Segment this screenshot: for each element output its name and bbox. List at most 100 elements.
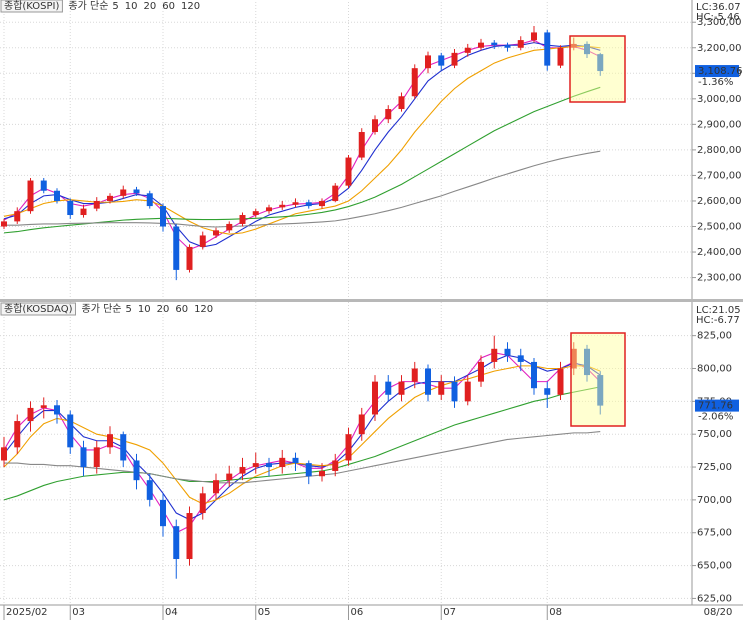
- y-tick-label: 2,600,00: [697, 196, 742, 207]
- legend-entry: 60: [175, 304, 188, 315]
- ma-line: [3, 45, 601, 235]
- candle-body: [597, 375, 604, 406]
- legend-entry: 20: [157, 304, 170, 315]
- legend-box: [0, 0, 63, 13]
- candle-body: [305, 463, 312, 477]
- candle-body: [319, 470, 325, 477]
- candle-body: [570, 43, 577, 48]
- panel-title: 종합(KOSPI): [4, 0, 60, 12]
- candle-body: [93, 447, 100, 468]
- candle-body: [478, 361, 484, 382]
- candle-body: [80, 447, 87, 468]
- candle-body: [531, 32, 537, 41]
- candle-body: [213, 480, 219, 494]
- legend-entry: 5: [125, 304, 131, 315]
- candle-body: [570, 348, 577, 369]
- candle-body: [292, 202, 299, 205]
- candle-body: [517, 355, 524, 362]
- candle-body: [557, 368, 564, 395]
- candle-body: [120, 189, 127, 196]
- x-tick-label: 05: [258, 607, 271, 618]
- y-tick-label: 800,00: [697, 363, 732, 374]
- candle-body: [133, 189, 140, 194]
- date-label: 08/20: [704, 607, 733, 618]
- candle-body: [597, 54, 604, 72]
- y-tick-label: 2,400,00: [697, 247, 742, 258]
- candle-body: [239, 467, 246, 474]
- x-tick-label: 08: [549, 607, 562, 618]
- candle-body: [332, 460, 339, 471]
- candle-body: [107, 195, 113, 201]
- panel-separator: [0, 299, 743, 302]
- candle-body: [531, 361, 537, 389]
- candle-body: [107, 434, 113, 448]
- panel-title: 종합(KOSDAQ): [4, 303, 73, 315]
- candle-body: [557, 47, 564, 66]
- candle-body: [292, 457, 299, 464]
- ma-line: [3, 386, 601, 501]
- candle-body: [120, 434, 127, 461]
- candle-body: [93, 200, 100, 209]
- candle-body: [213, 230, 219, 236]
- price-tag-label: 771.76: [698, 401, 733, 412]
- change-label: -2.06%: [698, 412, 733, 423]
- candle-body: [464, 47, 471, 53]
- y-tick-label: 625,00: [697, 593, 732, 604]
- candle-body: [332, 185, 339, 201]
- legend-entry: 120: [181, 1, 200, 12]
- y-tick-label: 650,00: [697, 561, 732, 572]
- candle-body: [173, 226, 180, 270]
- candle-body: [451, 52, 458, 66]
- candle-body: [517, 40, 524, 48]
- y-tick-label: 2,700,00: [697, 170, 742, 181]
- price-tag-label: 3,108.76: [698, 66, 743, 77]
- candle-body: [504, 45, 511, 48]
- x-tick-label: 06: [351, 607, 364, 618]
- ma-line: [3, 365, 601, 505]
- legend-entry: 120: [194, 304, 213, 315]
- candle-body: [305, 202, 312, 207]
- candle-body: [584, 348, 590, 376]
- y-tick-label: 3,000,00: [697, 94, 742, 105]
- candle-body: [425, 368, 431, 395]
- x-tick-label: 04: [165, 607, 178, 618]
- candle-body: [14, 421, 21, 448]
- candle-body: [398, 381, 405, 395]
- candle-body: [319, 200, 325, 207]
- candle-body: [67, 414, 74, 448]
- candle-body: [80, 208, 87, 216]
- candle-body: [146, 480, 153, 500]
- candle-body: [133, 460, 140, 481]
- ma-label: 종가 단순: [68, 0, 108, 12]
- price-tag: [695, 65, 739, 78]
- candle-body: [67, 200, 74, 216]
- candle-body: [279, 204, 286, 208]
- candle-body: [584, 43, 590, 55]
- candle-body: [27, 407, 34, 422]
- y-tick-label: 700,00: [697, 495, 732, 506]
- x-tick-label: 07: [443, 607, 456, 618]
- legend-entry: 20: [144, 1, 157, 12]
- candle-body: [451, 381, 458, 402]
- candle-body: [54, 405, 60, 415]
- x-tick-label: 03: [72, 607, 85, 618]
- candle-body: [1, 221, 7, 227]
- legend-entry: 5: [112, 1, 118, 12]
- candle-body: [345, 157, 352, 186]
- candle-body: [1, 447, 7, 461]
- candle-body: [186, 246, 193, 270]
- y-tick-label: 825,00: [697, 331, 732, 342]
- y-tick-label: 2,300,00: [697, 273, 742, 284]
- candle-body: [186, 513, 193, 560]
- candle-body: [27, 180, 34, 212]
- y-tick-label: 675,00: [697, 528, 732, 539]
- candle-body: [226, 223, 233, 231]
- candle-body: [146, 193, 153, 207]
- candle-body: [173, 526, 180, 560]
- candle-body: [358, 132, 365, 158]
- ma-line: [4, 431, 601, 484]
- legend-entry: 10: [138, 304, 151, 315]
- x-tick-label: 2025/02: [6, 607, 48, 618]
